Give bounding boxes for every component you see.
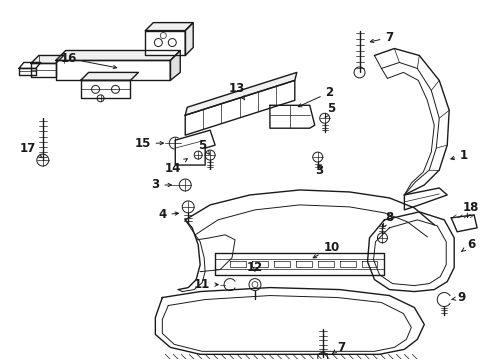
Polygon shape	[451, 215, 477, 232]
Text: 13: 13	[229, 82, 245, 100]
Polygon shape	[171, 50, 180, 80]
Text: 8: 8	[383, 211, 393, 227]
Text: 7: 7	[332, 341, 345, 354]
Text: 5: 5	[198, 139, 210, 154]
Polygon shape	[185, 80, 295, 135]
Polygon shape	[31, 63, 56, 77]
Polygon shape	[146, 31, 185, 55]
Text: 10: 10	[313, 241, 340, 258]
Text: 6: 6	[462, 238, 475, 251]
Text: 15: 15	[134, 137, 164, 150]
Text: 1: 1	[451, 149, 468, 162]
Polygon shape	[404, 188, 447, 210]
Polygon shape	[185, 23, 193, 55]
Text: 5: 5	[325, 102, 336, 118]
Polygon shape	[31, 55, 64, 63]
Polygon shape	[270, 105, 315, 128]
Polygon shape	[175, 130, 215, 165]
Text: 18: 18	[463, 201, 479, 217]
Polygon shape	[81, 72, 138, 80]
Text: 14: 14	[165, 159, 187, 175]
Polygon shape	[81, 80, 130, 98]
Text: 11: 11	[194, 278, 218, 291]
Polygon shape	[56, 50, 180, 60]
Text: 2: 2	[298, 86, 334, 107]
Polygon shape	[56, 60, 171, 80]
Text: 17: 17	[20, 141, 42, 157]
Text: 7: 7	[370, 31, 393, 44]
Polygon shape	[146, 23, 193, 31]
Text: 9: 9	[451, 291, 466, 304]
Polygon shape	[185, 72, 297, 115]
Text: 4: 4	[158, 208, 178, 221]
Text: 12: 12	[247, 261, 263, 274]
Text: 3: 3	[151, 179, 172, 192]
Text: 3: 3	[316, 163, 324, 176]
Text: 16: 16	[60, 52, 117, 69]
